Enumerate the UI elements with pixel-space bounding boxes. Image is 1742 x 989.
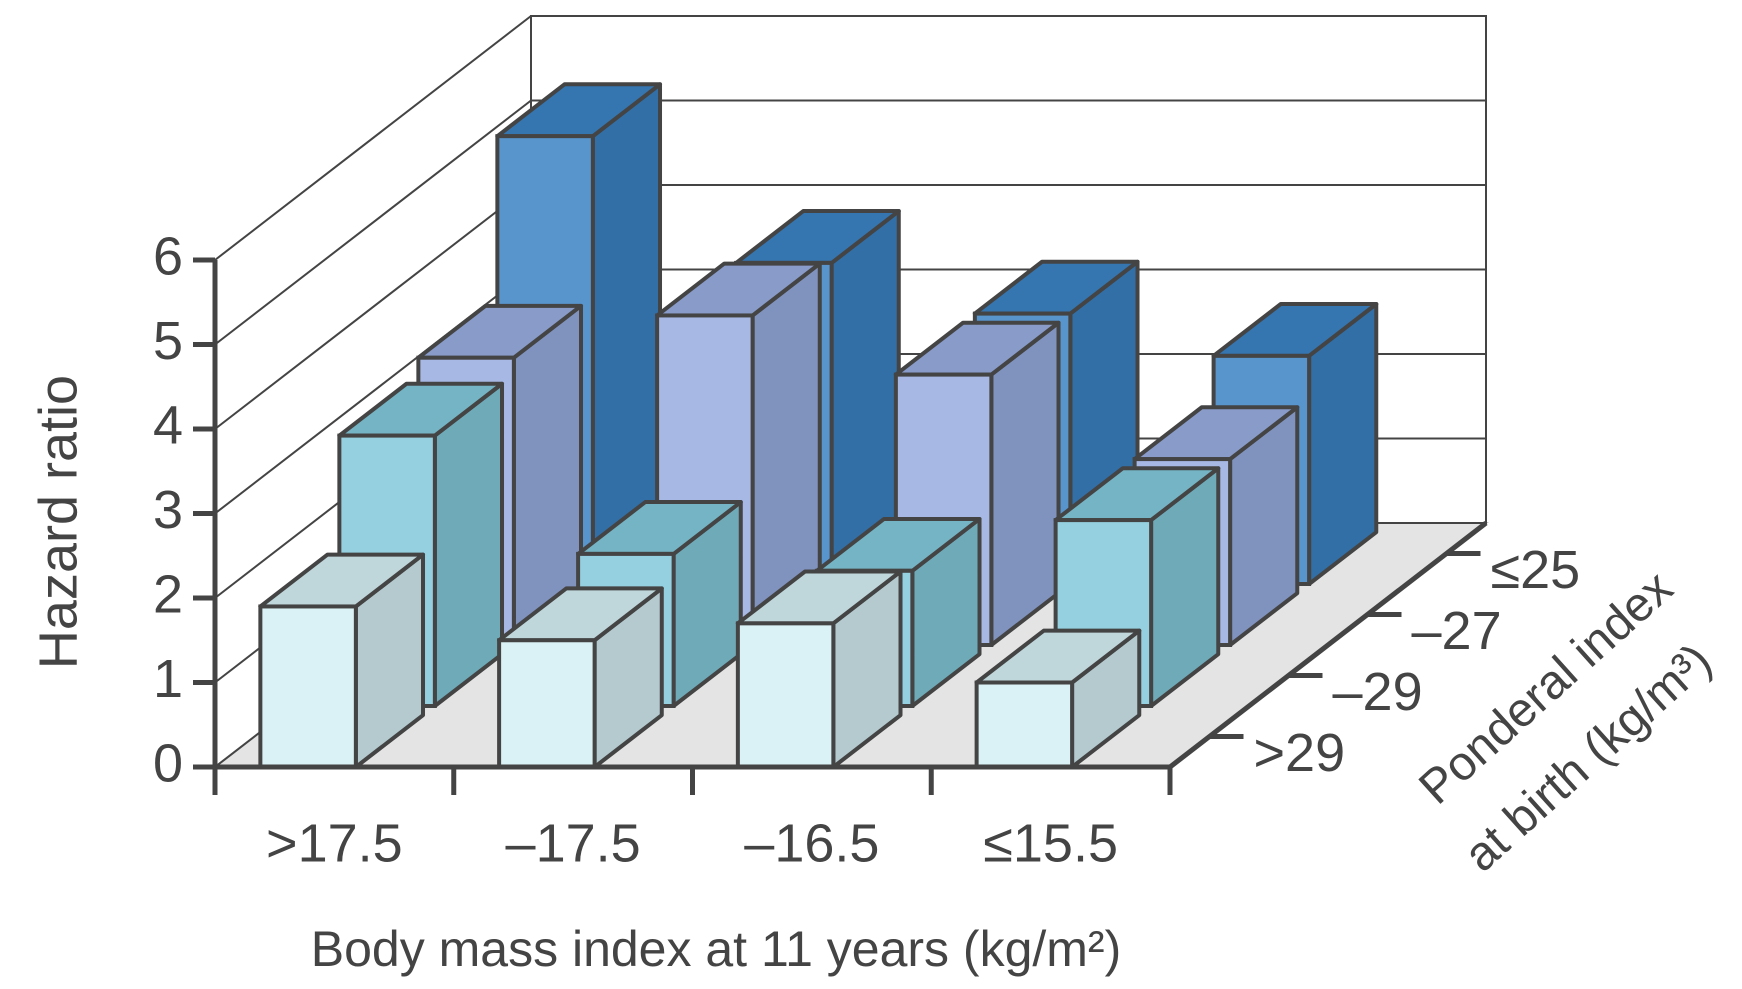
bar bbox=[977, 683, 1073, 768]
x-axis-title: Body mass index at 11 years (kg/m²) bbox=[311, 921, 1121, 977]
bar bbox=[738, 623, 834, 767]
z-tick-label: ≤25 bbox=[1491, 540, 1581, 600]
x-tick-label: –16.5 bbox=[744, 813, 879, 873]
y-tick-label: 1 bbox=[153, 649, 183, 709]
x-tick-label: >17.5 bbox=[266, 813, 403, 873]
y-tick-label: 0 bbox=[153, 733, 183, 793]
chart: Hazard ratio Body mass index at 11 years… bbox=[0, 0, 1742, 989]
bar-side bbox=[435, 384, 502, 706]
y-tick-label: 4 bbox=[153, 395, 183, 455]
y-tick-label: 5 bbox=[153, 311, 183, 371]
z-tick-label: –29 bbox=[1333, 662, 1423, 722]
y-tick-label: 6 bbox=[153, 226, 183, 286]
y-axis-title: Hazard ratio bbox=[28, 375, 88, 669]
y-tick-label: 2 bbox=[153, 564, 183, 624]
z-tick-label: –27 bbox=[1412, 601, 1502, 661]
bar-side bbox=[991, 323, 1058, 645]
z-tick-label: >29 bbox=[1254, 723, 1346, 783]
x-tick-label: –17.5 bbox=[506, 813, 641, 873]
bar bbox=[260, 606, 356, 767]
x-tick-label: ≤15.5 bbox=[983, 813, 1118, 873]
y-tick-label: 3 bbox=[153, 480, 183, 540]
bar bbox=[499, 640, 595, 767]
